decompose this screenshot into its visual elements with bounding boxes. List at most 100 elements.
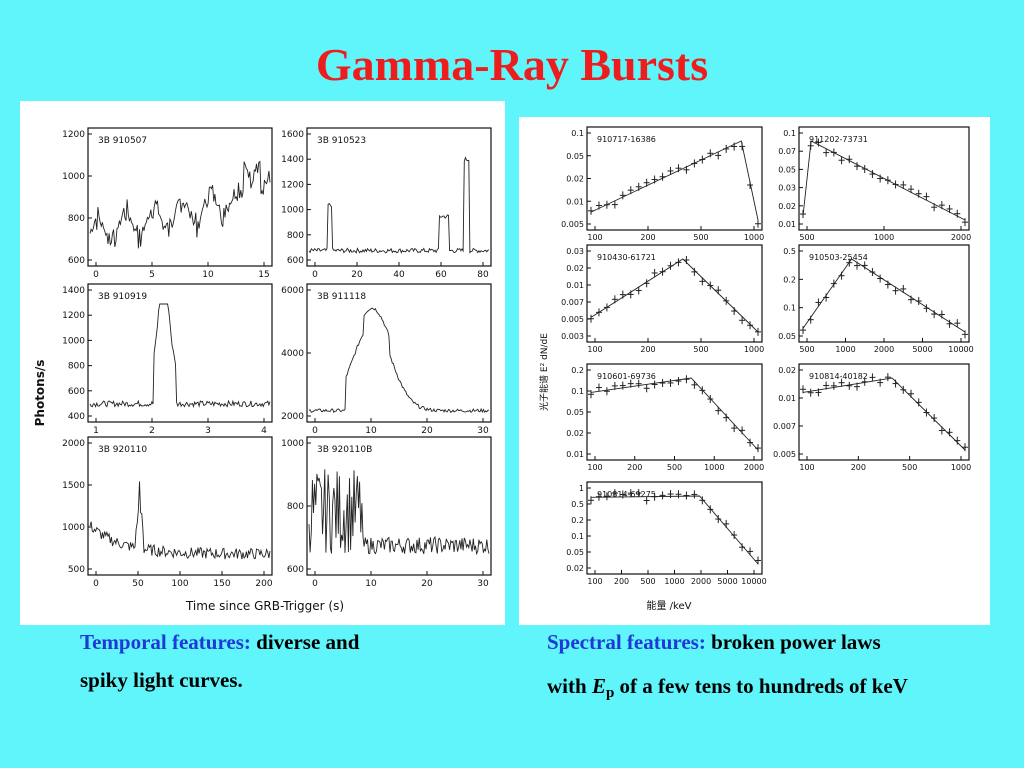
spectra-y-label: 光子能谱 E² dN/dE	[538, 333, 550, 411]
spectrum-2-ytick-label: 0.003	[561, 332, 584, 341]
spectrum-0-ytick-label: 0.02	[566, 175, 584, 184]
spectra-plot: 光子能谱 E² dN/dE 能量 /keV 910717-16386 0.1 0.0…	[538, 126, 974, 612]
spectrum-0-ytick-label: 0.005	[561, 220, 584, 229]
spectrum-1-ytick-label: 0.01	[778, 220, 796, 229]
spectrum-5-frame	[798, 363, 970, 461]
light-curve-5-ytick-label: 800	[287, 502, 304, 512]
spectrum-2-xtick-label: 500	[693, 345, 708, 354]
spectrum-6-xtick-label: 5000	[717, 577, 737, 586]
spectrum-1-ytick-label: 0.05	[778, 165, 796, 174]
light-curve-2-xtick-label: 2	[149, 426, 155, 436]
spectrum-1-xtick-label: 500	[799, 233, 814, 242]
spectrum-4-ytick-label: 0.1	[571, 387, 584, 396]
spectrum-3-ytick-label: 0.5	[783, 247, 796, 256]
spectrum-2-xtick-label: 1000	[744, 345, 764, 354]
light-curve-0-name: 3B 910507	[98, 136, 147, 146]
light-curve-3-xtick-label: 30	[477, 426, 489, 436]
light-curves-x-label: Time since GRB-Trigger (s)	[185, 599, 344, 613]
light-curves-figure: Photons/s Time since GRB-Trigger (s) 3B …	[20, 101, 505, 625]
temporal-caption: Temporal features: diverse and spiky lig…	[80, 623, 480, 699]
light-curve-5-ytick-label: 1000	[281, 439, 304, 449]
light-curve-5-xtick-label: 10	[365, 579, 377, 589]
spectrum-2-ytick-label: 0.01	[566, 281, 584, 290]
light-curve-1-ytick-label: 1600	[281, 130, 304, 140]
spectrum-2-frame	[586, 244, 763, 343]
light-curve-5-xtick-label: 0	[312, 579, 318, 589]
spectrum-1-xtick-label: 1000	[874, 233, 894, 242]
light-curve-1-ytick-label: 800	[287, 231, 304, 241]
light-curve-1-xtick-label: 60	[435, 270, 447, 280]
spectrum-1-name: 911202-73731	[809, 135, 868, 144]
spectrum-6-fit	[590, 495, 759, 565]
spectrum-0-ytick-label: 0.01	[566, 197, 584, 206]
light-curve-4-xtick-label: 0	[93, 579, 99, 589]
light-curve-1-xtick-label: 80	[477, 270, 489, 280]
light-curve-2-xtick-label: 3	[205, 426, 211, 436]
light-curve-4-xtick-label: 200	[255, 579, 272, 589]
spectral-caption-text-2b: of a few tens to hundreds of keV	[614, 674, 908, 698]
light-curve-3-name: 3B 911118	[317, 292, 366, 302]
spectrum-5-ytick-label: 0.005	[773, 450, 796, 459]
light-curve-0-ytick-label: 600	[68, 256, 85, 266]
spectral-caption-label: Spectral features:	[547, 630, 706, 654]
light-curve-4-ytick-label: 500	[68, 565, 85, 575]
spectral-caption: Spectral features: broken power laws wit…	[547, 620, 1007, 715]
spectrum-4-name: 910601-69736	[597, 372, 656, 381]
temporal-caption-text-2: spiky light curves.	[80, 668, 243, 692]
light-curve-1-name: 3B 910523	[317, 136, 366, 146]
spectrum-6-name: 910814-69275	[597, 490, 656, 499]
spectrum-5-ytick-label: 0.007	[773, 422, 796, 431]
light-curve-3-xtick-label: 0	[312, 426, 318, 436]
light-curve-2-ytick-label: 1400	[62, 286, 85, 296]
spectrum-6-ytick-label: 0.1	[571, 532, 584, 541]
light-curve-2-frame	[87, 283, 273, 423]
light-curve-4-frame	[87, 436, 273, 576]
spectrum-3-name: 910503-25454	[809, 253, 868, 262]
light-curves-y-label: Photons/s	[33, 360, 47, 427]
spectrum-2-fit	[590, 258, 759, 333]
light-curve-5-name: 3B 920110B	[317, 445, 372, 455]
spectra-figure: 光子能谱 E² dN/dE 能量 /keV 910717-16386 0.1 0.0…	[519, 117, 990, 625]
light-curve-1-ytick-label: 1000	[281, 206, 304, 216]
spectrum-5-fit	[802, 377, 966, 451]
light-curve-1-ytick-label: 1400	[281, 155, 304, 165]
temporal-caption-label: Temporal features:	[80, 630, 251, 654]
spectrum-0-xtick-label: 1000	[744, 233, 764, 242]
spectrum-0-xtick-label: 500	[693, 233, 708, 242]
spectrum-4-xtick-label: 1000	[704, 463, 724, 472]
spectrum-3-xtick-label: 10000	[948, 345, 973, 354]
light-curve-2-ytick-label: 1200	[62, 311, 85, 321]
spectrum-2-ytick-label: 0.007	[561, 298, 584, 307]
spectrum-6-ytick-label: 0.5	[571, 500, 584, 509]
light-curve-4-trace	[89, 481, 271, 560]
spectrum-3-fit	[802, 258, 966, 333]
spectrum-6-ytick-label: 0.05	[566, 548, 584, 557]
light-curve-2-ytick-label: 800	[68, 362, 85, 372]
temporal-caption-text-1: diverse and	[250, 630, 360, 654]
spectrum-6-ytick-label: 0.02	[566, 564, 584, 573]
light-curve-0-frame	[87, 127, 273, 267]
spectrum-5-name: 910814-40182	[809, 372, 868, 381]
spectrum-5-xtick-label: 1000	[951, 463, 971, 472]
spectrum-6-xtick-label: 10000	[741, 577, 766, 586]
spectrum-4-ytick-label: 0.2	[571, 366, 584, 375]
light-curve-2-ytick-label: 1000	[62, 336, 85, 346]
light-curve-3-xtick-label: 20	[421, 426, 433, 436]
spectrum-2-ytick-label: 0.02	[566, 264, 584, 273]
spectrum-0-name: 910717-16386	[597, 135, 656, 144]
light-curve-1-xtick-label: 20	[351, 270, 363, 280]
light-curve-1-ytick-label: 1200	[281, 180, 304, 190]
spectrum-0-ytick-label: 0.05	[566, 152, 584, 161]
light-curve-0-ytick-label: 1200	[62, 130, 85, 140]
spectrum-5-ytick-label: 0.02	[778, 366, 796, 375]
light-curve-4-ytick-label: 1000	[62, 523, 85, 533]
spectrum-6-xtick-label: 100	[587, 577, 602, 586]
spectrum-0-xtick-label: 200	[640, 233, 655, 242]
light-curve-5-ytick-label: 600	[287, 565, 304, 575]
light-curve-5-frame	[306, 436, 492, 576]
slide-title: Gamma-Ray Bursts	[315, 39, 709, 90]
spectrum-4-fit	[590, 377, 759, 451]
spectrum-0-xtick-label: 100	[587, 233, 602, 242]
light-curve-1-ytick-label: 600	[287, 256, 304, 266]
spectral-caption-text-1: broken power laws	[705, 630, 881, 654]
